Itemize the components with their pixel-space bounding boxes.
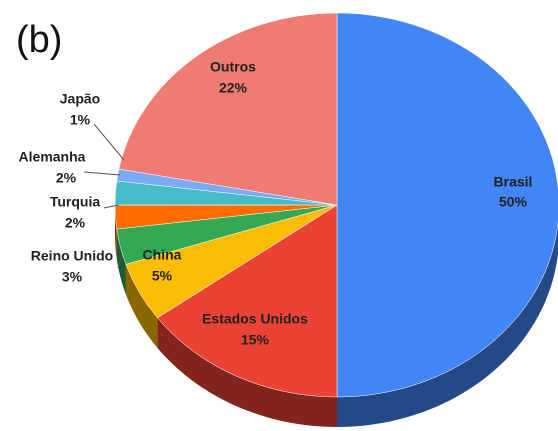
slice-label: Turquia bbox=[50, 194, 101, 210]
slice-side bbox=[125, 264, 158, 348]
value-label: 15% bbox=[241, 332, 270, 348]
pie-sides bbox=[115, 205, 558, 427]
slice-side bbox=[157, 317, 337, 427]
value-label: 3% bbox=[62, 269, 83, 285]
slice bbox=[336, 12, 558, 398]
slice bbox=[157, 204, 338, 398]
slice-label: Estados Unidos bbox=[202, 311, 308, 327]
slice-side bbox=[116, 229, 126, 295]
value-label: 5% bbox=[152, 268, 173, 284]
slice-label: Reino Unido bbox=[31, 248, 113, 264]
value-label: 22% bbox=[219, 80, 248, 96]
slice-label: Alemanha bbox=[19, 149, 86, 165]
value-label: 2% bbox=[56, 170, 77, 186]
leader-line bbox=[103, 204, 119, 209]
value-label: 50% bbox=[499, 194, 528, 210]
value-label: 2% bbox=[65, 215, 86, 231]
slice-label: Brasil bbox=[494, 174, 533, 190]
leader-line bbox=[117, 254, 123, 269]
pie-slices bbox=[114, 12, 558, 398]
leader-line bbox=[93, 123, 125, 161]
slice-label: Outros bbox=[210, 59, 256, 75]
chart-title: (b) bbox=[16, 19, 62, 61]
value-label: 1% bbox=[70, 112, 91, 128]
slice bbox=[118, 12, 338, 206]
leader-line bbox=[83, 171, 121, 176]
slice-label: Japão bbox=[60, 91, 100, 107]
slice-side bbox=[337, 222, 558, 427]
slice-label: China bbox=[143, 247, 182, 263]
labels: Brasil 50% Estados Unidos 15% China 5% Reino U… bbox=[19, 59, 533, 348]
